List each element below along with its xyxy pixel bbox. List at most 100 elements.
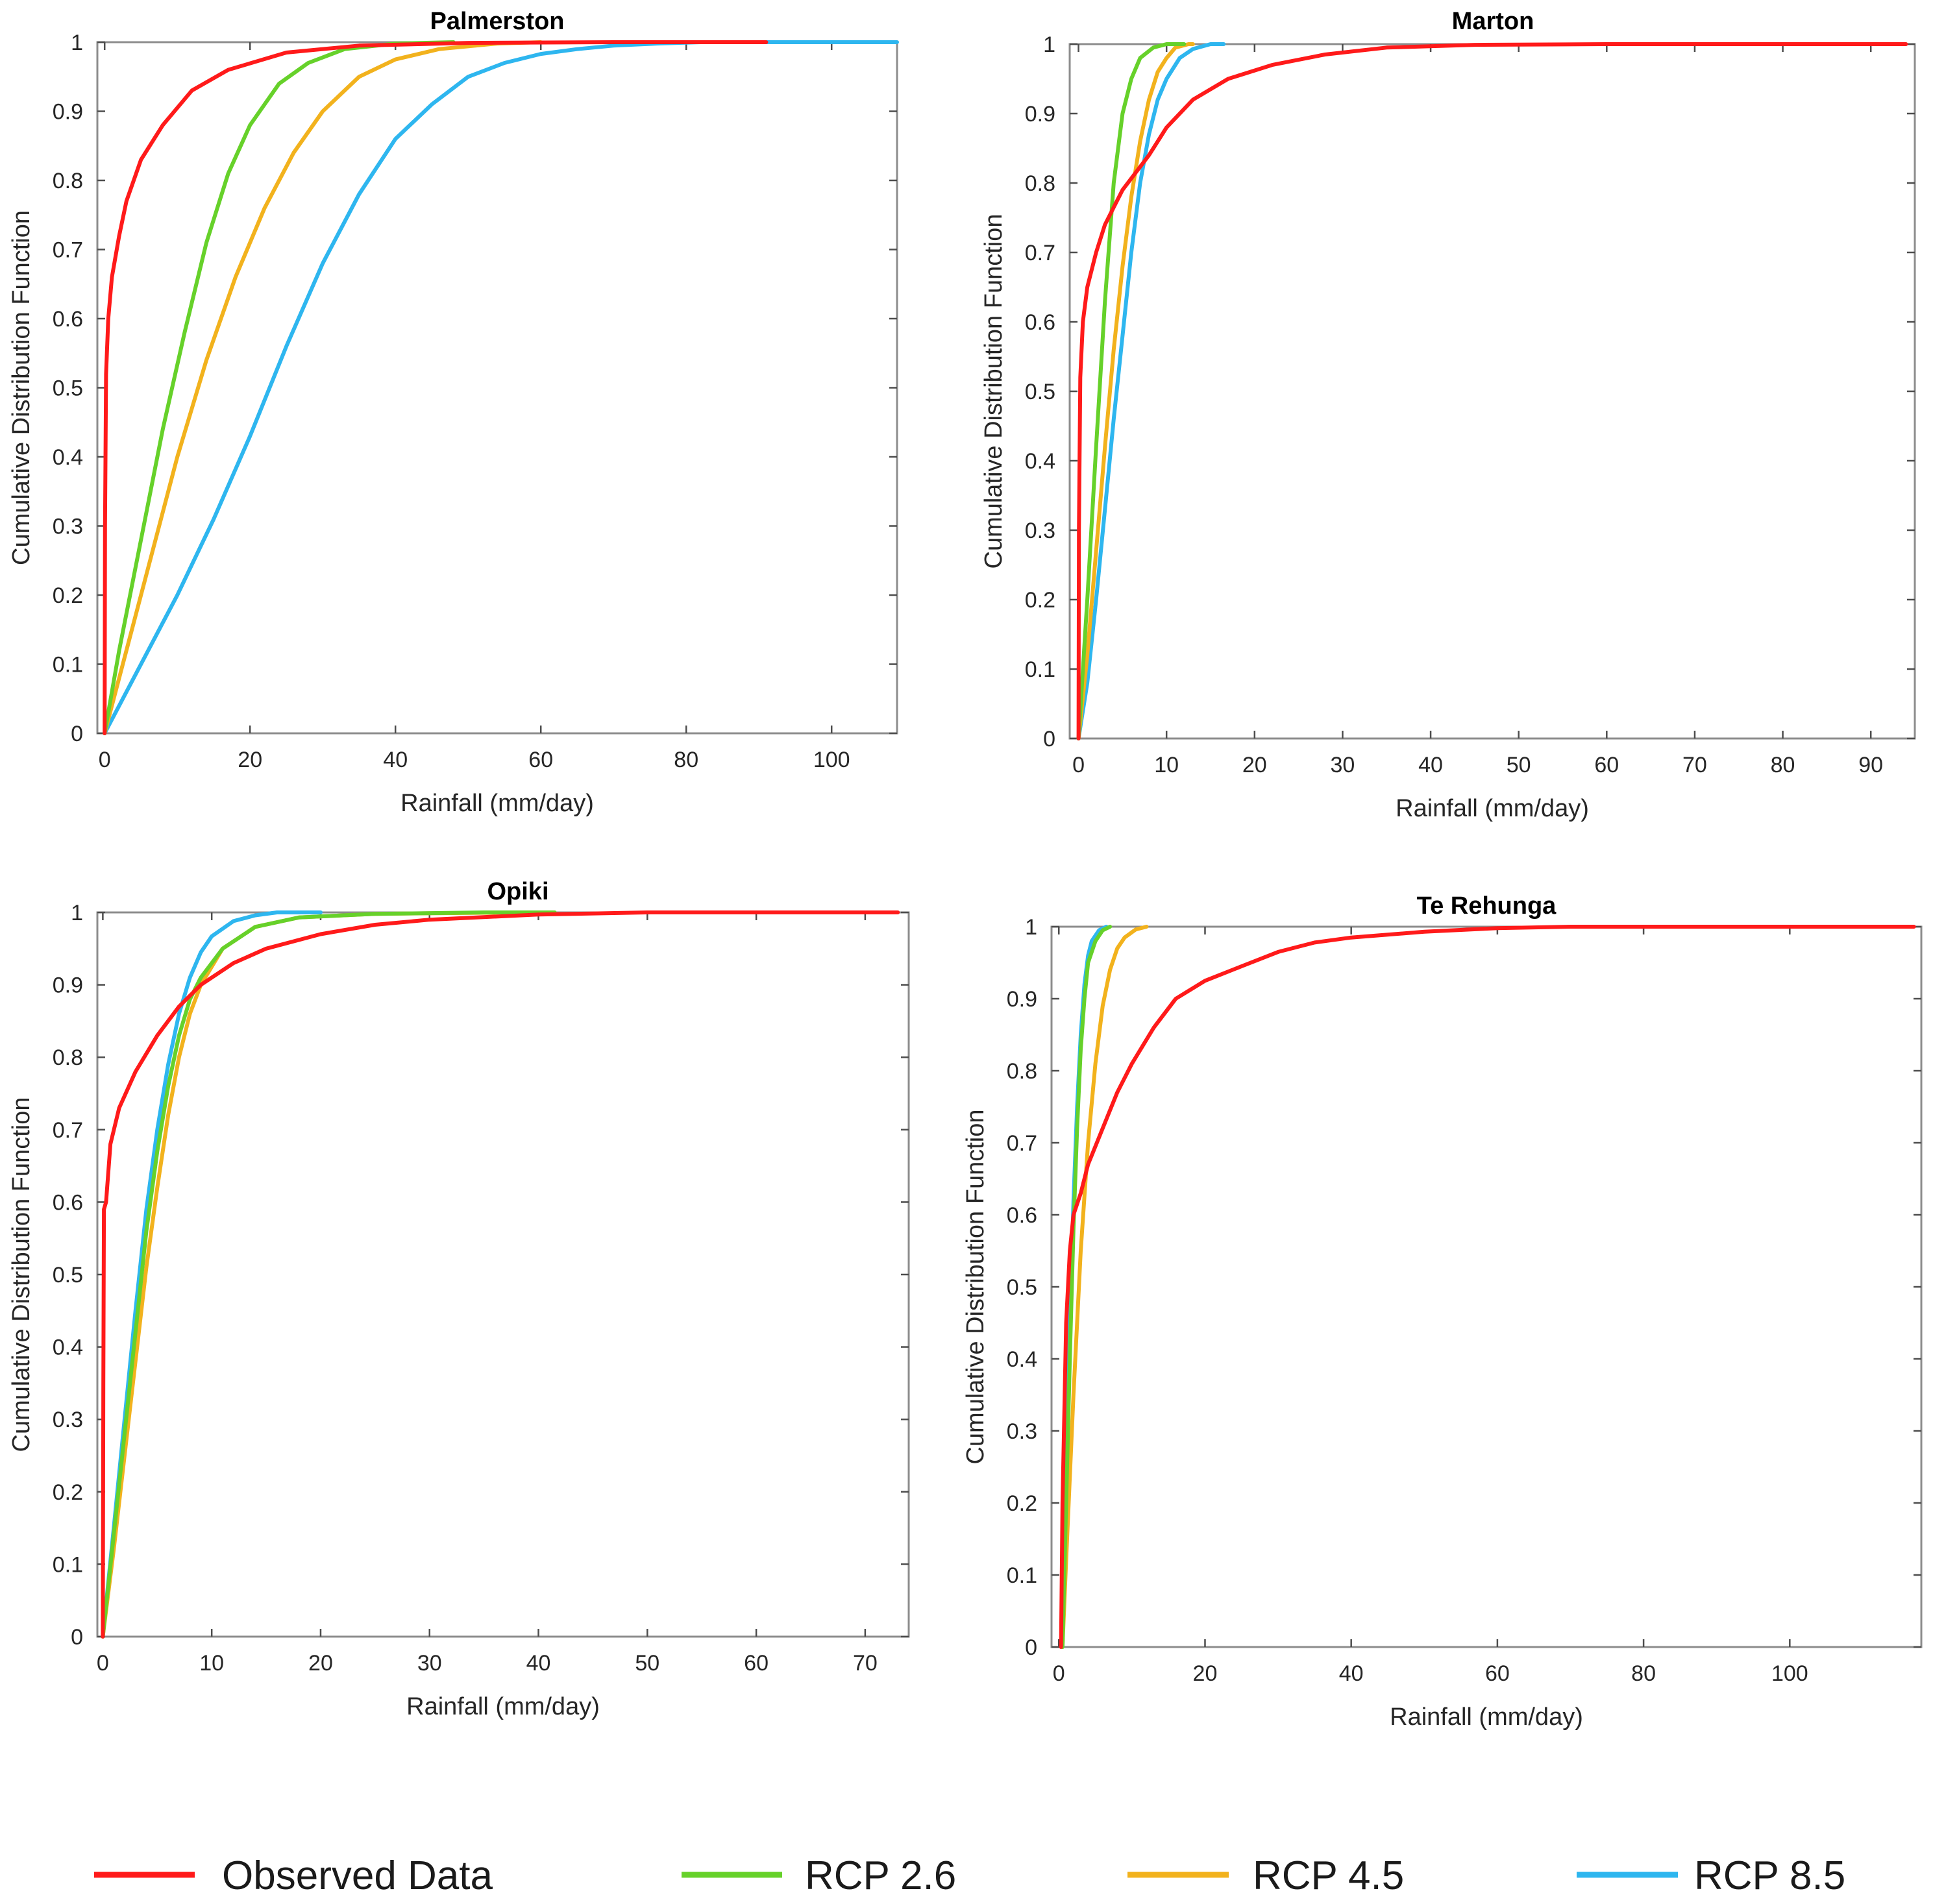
series-line-rcp-2-6 — [103, 40, 456, 735]
y-tick-label: 0.4 — [1025, 449, 1055, 474]
x-tick-label: 0 — [1072, 753, 1085, 777]
series-line-observed-data — [1059, 925, 1916, 1649]
y-tick-label: 0.5 — [1025, 380, 1055, 404]
y-tick-label: 0.1 — [53, 1552, 83, 1577]
y-tick-label: 0.9 — [53, 973, 83, 998]
legend-item-rcp45: RCP 4.5 — [1127, 1853, 1404, 1898]
x-tick-label: 100 — [1771, 1661, 1808, 1686]
y-tick-label: 0.6 — [1025, 310, 1055, 335]
y-axis-label: Cumulative Distribution Function — [8, 1097, 35, 1452]
x-tick-label: 40 — [1339, 1661, 1364, 1686]
y-tick-label: 0.2 — [1007, 1491, 1037, 1516]
y-tick-label: 0.4 — [1007, 1347, 1037, 1372]
x-tick-label: 0 — [99, 748, 111, 772]
x-tick-label: 40 — [1418, 753, 1443, 777]
x-axis-label: Rainfall (mm/day) — [1390, 1703, 1583, 1731]
x-tick-label: 70 — [1682, 753, 1707, 777]
y-tick-label: 0.8 — [1007, 1059, 1037, 1084]
y-tick-label: 0.3 — [1025, 519, 1055, 543]
legend-label-observed: Observed Data — [222, 1853, 493, 1898]
x-tick-label: 10 — [199, 1651, 224, 1676]
y-tick-label: 0.7 — [53, 238, 83, 263]
chart-palmerston: Palmerston 0 20 40 60 80 100 0 0.1 0.2 0.3 0.4 0.5 0.… — [8, 8, 899, 817]
x-axis-label: Rainfall (mm/day) — [406, 1693, 600, 1720]
x-tick-label: 0 — [1053, 1661, 1065, 1686]
y-tick-label: 1 — [71, 31, 83, 55]
y-tick-label: 0.1 — [1025, 657, 1055, 682]
series-line-rcp-8-5 — [1076, 42, 1226, 740]
y-tick-label: 0 — [71, 1625, 83, 1650]
series-line-rcp-4-5 — [1060, 925, 1149, 1649]
y-tick-label: 1 — [71, 901, 83, 925]
plot-frame — [96, 911, 910, 1638]
y-tick-label: 0.7 — [53, 1118, 83, 1143]
plot-frame — [1068, 43, 1916, 740]
y-axis-label: Cumulative Distribution Function — [962, 1109, 989, 1464]
y-tick-label: 0.8 — [1025, 171, 1055, 196]
chart-title: Opiki — [487, 878, 548, 905]
y-tick-label: 0.2 — [53, 583, 83, 608]
x-axis-label: Rainfall (mm/day) — [1396, 795, 1589, 822]
y-tick-label: 0.7 — [1025, 241, 1055, 265]
y-tick-label: 0.5 — [53, 1263, 83, 1288]
series-line-rcp-4-5 — [1076, 42, 1195, 740]
y-tick-label: 0.5 — [1007, 1275, 1037, 1300]
x-tick-label: 0 — [97, 1651, 109, 1676]
x-tick-label: 60 — [528, 748, 553, 772]
y-tick-label: 0.4 — [53, 1336, 83, 1360]
y-tick-label: 0.9 — [1025, 102, 1055, 127]
series-line-observed-data — [101, 910, 900, 1639]
x-tick-label: 40 — [383, 748, 408, 772]
y-tick-label: 0 — [71, 722, 83, 746]
plot-frame — [96, 41, 898, 735]
x-tick-label: 80 — [1771, 753, 1795, 777]
chart-title: Te Rehunga — [1417, 892, 1557, 920]
x-tick-label: 60 — [1594, 753, 1619, 777]
series-line-observed-data — [1076, 42, 1908, 740]
y-tick-label: 0.3 — [1007, 1419, 1037, 1444]
x-tick-label: 70 — [853, 1651, 878, 1676]
y-tick-label: 1 — [1043, 32, 1055, 57]
figure-legend: Observed Data RCP 2.6 RCP 4.5 RCP 8.5 — [94, 1853, 1845, 1898]
series-line-rcp-2-6 — [1060, 925, 1113, 1649]
legend-label-rcp85: RCP 8.5 — [1694, 1853, 1845, 1898]
series-line-rcp-2-6 — [1076, 42, 1187, 740]
y-tick-label: 0.8 — [53, 169, 83, 193]
series-line-observed-data — [103, 40, 769, 735]
chart-marton: Marton 0 10 20 30 40 50 60 70 80 90 0 0.1 0.2 0.3 0.4 0.… — [980, 8, 1916, 822]
x-axis-label: Rainfall (mm/day) — [400, 790, 594, 817]
x-tick-label: 100 — [813, 748, 850, 772]
x-tick-label: 90 — [1858, 753, 1883, 777]
y-tick-label: 0.3 — [53, 515, 83, 539]
y-tick-label: 0.9 — [53, 100, 83, 125]
chart-opiki: Opiki 0 10 20 30 40 50 60 70 0 0.1 0.2 0.3 0.4 0.5 0.6 0… — [8, 878, 910, 1720]
chart-title: Palmerston — [430, 8, 565, 35]
x-tick-label: 60 — [744, 1651, 769, 1676]
plot-frame — [1050, 925, 1923, 1648]
y-tick-label: 0.1 — [53, 653, 83, 677]
x-tick-label: 30 — [417, 1651, 442, 1676]
y-tick-label: 0.3 — [53, 1408, 83, 1432]
x-tick-label: 20 — [1193, 1661, 1218, 1686]
x-tick-label: 30 — [1331, 753, 1355, 777]
chart-te-rehunga: Te Rehunga 0 20 40 60 80 100 0 0.1 0.2 0.3 0.4 0.5 0.… — [962, 892, 1923, 1731]
y-tick-label: 0.6 — [53, 307, 83, 332]
series-line-rcp-2-6 — [101, 910, 557, 1639]
series-line-rcp-8-5 — [103, 40, 899, 735]
x-tick-label: 50 — [635, 1651, 659, 1676]
legend-label-rcp45: RCP 4.5 — [1253, 1853, 1404, 1898]
y-axis-label: Cumulative Distribution Function — [980, 214, 1007, 568]
y-tick-label: 0 — [1025, 1635, 1037, 1660]
y-tick-label: 0.6 — [53, 1190, 83, 1215]
y-tick-label: 0.2 — [53, 1480, 83, 1505]
legend-item-rcp26: RCP 2.6 — [682, 1853, 956, 1898]
x-tick-label: 50 — [1507, 753, 1531, 777]
y-tick-label: 0.4 — [53, 445, 83, 470]
x-tick-label: 80 — [1631, 1661, 1656, 1686]
x-tick-label: 20 — [1242, 753, 1267, 777]
x-tick-label: 20 — [308, 1651, 333, 1676]
x-tick-label: 10 — [1154, 753, 1179, 777]
series-line-rcp-4-5 — [103, 40, 543, 735]
y-tick-label: 0.8 — [53, 1045, 83, 1070]
x-tick-label: 20 — [238, 748, 262, 772]
